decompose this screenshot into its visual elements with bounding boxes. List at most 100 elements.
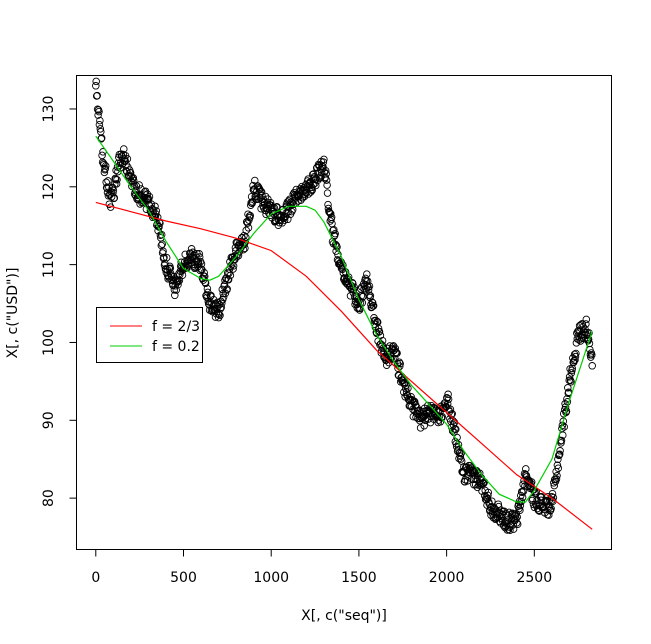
data-point: [588, 351, 596, 359]
y-tick-label: 110: [41, 251, 57, 278]
data-point: [368, 303, 376, 311]
data-point: [564, 384, 572, 392]
x-axis: 0 500 1000 1500 2000 2500: [91, 549, 552, 586]
x-tick-label: 1000: [253, 570, 289, 586]
data-point: [96, 125, 105, 133]
x-tick-label: 1500: [341, 570, 377, 586]
data-point: [171, 291, 179, 300]
data-point: [143, 195, 152, 203]
data-point: [548, 489, 557, 498]
data-point: [372, 316, 380, 325]
data-point: [316, 173, 325, 181]
data-point: [382, 361, 391, 369]
data-point: [322, 176, 331, 184]
data-point: [257, 188, 266, 196]
legend-label-f-2-3: f = 2/3: [152, 319, 200, 335]
data-point: [517, 491, 525, 500]
y-tick-label: 130: [41, 96, 57, 123]
data-point: [364, 283, 372, 292]
data-point: [246, 211, 255, 220]
data-point: [200, 268, 208, 277]
data-point: [244, 224, 253, 232]
data-point: [300, 192, 309, 201]
data-point: [513, 520, 522, 528]
data-point: [512, 514, 520, 523]
data-point: [497, 506, 505, 514]
data-point: [369, 302, 378, 310]
data-point: [521, 471, 530, 479]
data-point: [143, 190, 152, 198]
x-tick-label: 2000: [429, 570, 465, 586]
data-point: [563, 398, 572, 406]
data-point: [585, 329, 593, 337]
series-line-1: [95, 135, 593, 503]
data-point: [92, 82, 100, 90]
data-point: [100, 161, 108, 169]
data-point: [374, 324, 383, 333]
data-point: [207, 291, 215, 300]
data-point: [93, 105, 102, 114]
data-point: [565, 373, 574, 381]
data-point: [135, 181, 143, 189]
data-point: [278, 219, 287, 227]
data-point: [363, 270, 371, 278]
data-point: [364, 286, 373, 294]
data-point: [582, 320, 590, 328]
data-point: [258, 191, 266, 200]
data-point: [516, 506, 524, 514]
y-tick-label: 80: [41, 489, 57, 507]
data-point: [225, 269, 233, 277]
data-point: [555, 450, 564, 459]
data-point: [572, 349, 580, 358]
data-point: [395, 358, 404, 366]
data-point: [452, 425, 460, 433]
data-point: [112, 180, 121, 188]
data-point: [333, 243, 341, 251]
data-point: [157, 230, 166, 239]
data-point: [219, 293, 228, 302]
data-point: [484, 488, 493, 497]
data-point: [127, 172, 135, 180]
data-point: [454, 440, 463, 449]
data-point: [557, 436, 566, 445]
data-point: [195, 250, 203, 258]
data-point: [550, 479, 558, 487]
data-point: [187, 245, 196, 253]
data-point: [145, 192, 154, 201]
data-point: [323, 189, 332, 197]
data-point: [92, 77, 100, 86]
data-point: [110, 194, 119, 202]
data-point: [416, 424, 425, 432]
y-tick-label: 90: [41, 411, 57, 429]
scatter-points: [92, 77, 596, 534]
data-point: [319, 162, 327, 171]
data-point: [326, 210, 335, 218]
data-point: [97, 134, 106, 142]
data-point: [123, 155, 132, 163]
series-line-0: [95, 201, 593, 530]
data-point: [160, 253, 168, 262]
data-point: [561, 403, 570, 411]
data-point: [234, 251, 243, 260]
data-point: [212, 299, 220, 308]
data-point: [553, 461, 562, 470]
data-point: [185, 260, 193, 269]
data-point: [389, 342, 398, 350]
data-point: [554, 464, 563, 472]
data-point: [284, 208, 292, 216]
data-point: [435, 406, 443, 414]
data-point: [221, 289, 230, 298]
x-axis-label: X[, c("seq")]: [301, 608, 387, 624]
data-point: [385, 358, 393, 367]
data-point: [375, 327, 384, 336]
data-point: [393, 349, 401, 357]
data-point: [444, 395, 453, 403]
data-point: [562, 407, 571, 415]
data-point: [567, 378, 575, 386]
data-point: [101, 164, 110, 173]
data-point: [235, 247, 244, 256]
data-point: [157, 241, 166, 250]
data-point: [247, 199, 255, 207]
data-point: [166, 264, 175, 273]
